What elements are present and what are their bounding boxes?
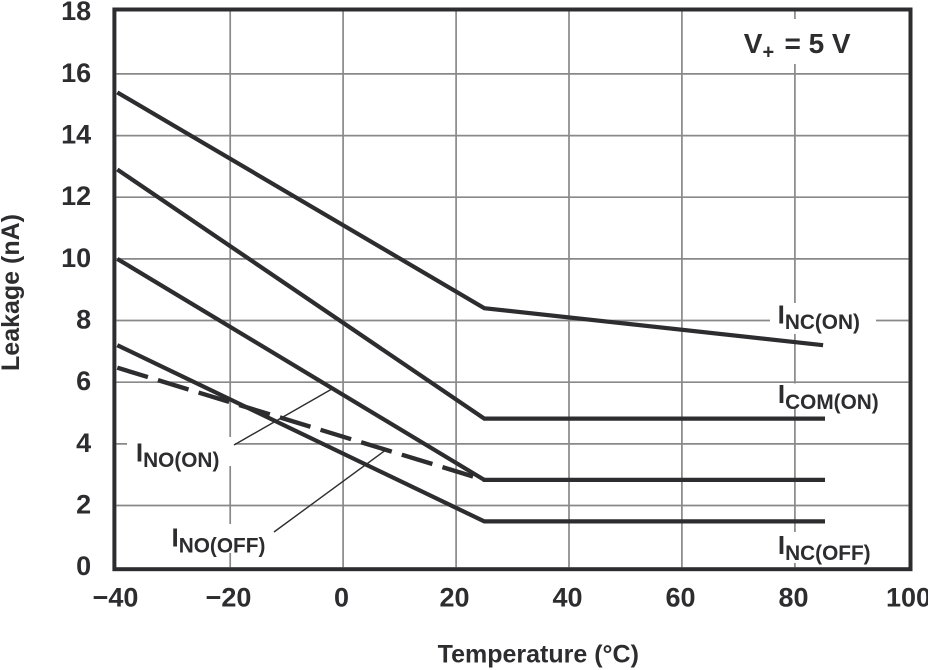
svg-text:2: 2 (76, 490, 91, 520)
svg-text:Leakage (nA): Leakage (nA) (0, 214, 25, 371)
svg-text:−20: −20 (206, 583, 252, 613)
svg-text:10: 10 (61, 243, 91, 273)
svg-text:60: 60 (665, 583, 695, 613)
svg-text:16: 16 (61, 58, 91, 88)
svg-text:40: 40 (552, 583, 582, 613)
svg-text:8: 8 (76, 305, 91, 335)
svg-text:100: 100 (886, 583, 928, 613)
svg-text:18: 18 (61, 0, 91, 26)
svg-text:V+ = 5 V: V+ = 5 V (744, 28, 851, 64)
svg-text:−40: −40 (93, 583, 139, 613)
svg-text:6: 6 (76, 366, 91, 396)
svg-text:80: 80 (778, 583, 808, 613)
svg-text:0: 0 (76, 551, 91, 581)
svg-text:0: 0 (334, 583, 349, 613)
svg-text:20: 20 (439, 583, 469, 613)
svg-text:Temperature (°C): Temperature (°C) (438, 641, 639, 669)
svg-text:12: 12 (61, 181, 91, 211)
svg-text:4: 4 (76, 428, 91, 458)
svg-text:14: 14 (61, 120, 91, 150)
